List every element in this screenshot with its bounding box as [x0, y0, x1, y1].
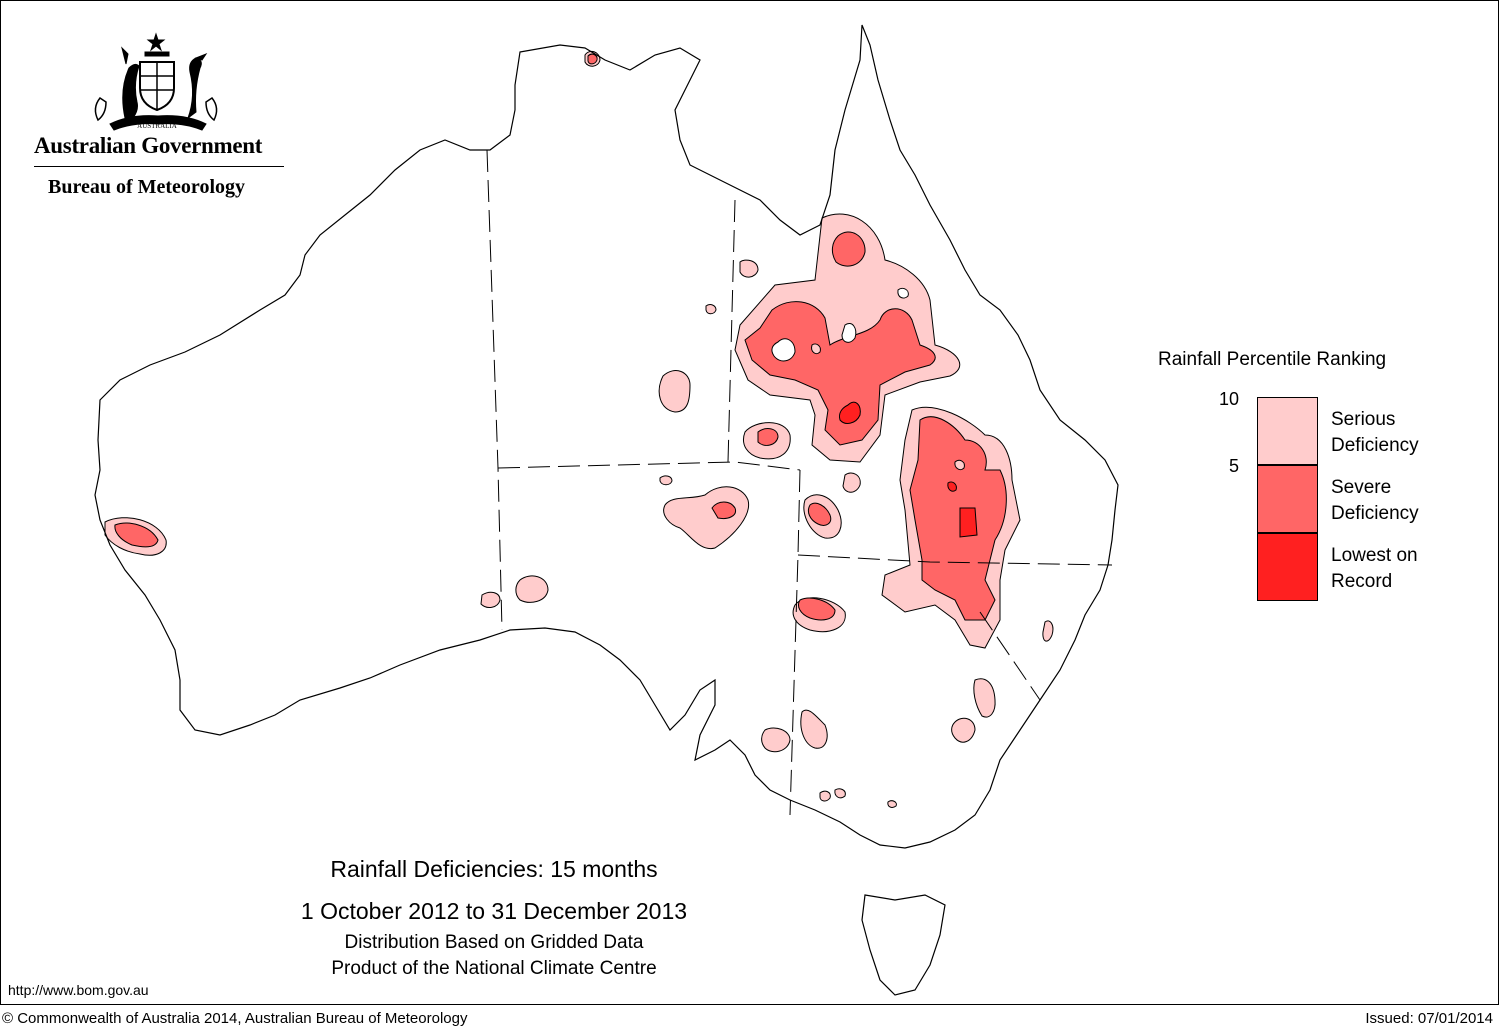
map-period: 1 October 2012 to 31 December 2013 [300, 898, 688, 924]
serious-deficiency-regions [104, 50, 1054, 808]
legend-tick-5: 5 [1229, 456, 1240, 476]
star-icon [146, 32, 166, 52]
interior-holes [771, 287, 965, 492]
legend-label-serious: Serious Deficiency [1331, 409, 1419, 456]
org-divider [34, 166, 284, 167]
legend-title: Rainfall Percentile Ranking [1158, 349, 1387, 370]
legend-label-severe: Severe Deficiency [1331, 477, 1419, 524]
severe-deficiency-regions [114, 53, 1007, 621]
bureau-name: Bureau of Meteorology [48, 176, 246, 198]
legend-swatch-lowest [1257, 533, 1318, 601]
legend-swatch-severe [1257, 465, 1318, 533]
issued-date: Issued: 07/01/2014 [1365, 1010, 1493, 1027]
svg-text:AUSTRALIA: AUSTRALIA [137, 122, 177, 130]
coat-of-arms-logo: AUSTRALIA [94, 32, 218, 131]
legend-swatch-serious [1257, 397, 1318, 465]
legend-tick-10: 10 [1219, 389, 1240, 409]
map-subtitle-product: Product of the National Climate Centre [331, 958, 657, 979]
tasmania-coastline [861, 894, 946, 996]
state-borders [486, 149, 1113, 816]
copyright-notice: © Commonwealth of Australia 2014, Austra… [2, 1010, 468, 1027]
mainland-coastline [94, 24, 1119, 849]
lowest-on-record-regions [839, 401, 978, 538]
government-name: Australian Government [34, 133, 263, 158]
map-subtitle-data: Distribution Based on Gridded Data [344, 932, 644, 953]
website-link[interactable]: http://www.bom.gov.au [8, 982, 149, 998]
australia-rainfall-map [94, 24, 1119, 996]
map-title: Rainfall Deficiencies: 15 months [330, 856, 658, 882]
legend-label-lowest: Lowest on Record [1331, 545, 1418, 592]
